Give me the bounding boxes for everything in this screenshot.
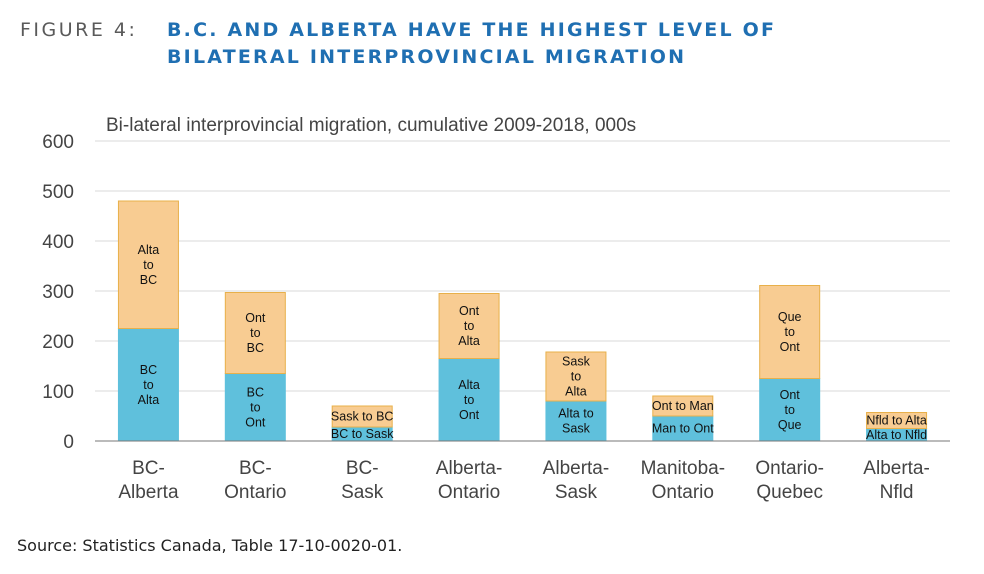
- data-label: Alta to Sask: [558, 407, 593, 436]
- gridlines: [95, 140, 950, 392]
- y-tick-label: 100: [42, 382, 74, 403]
- y-tick-label: 0: [63, 432, 74, 453]
- bar-segment-lower: [545, 400, 607, 442]
- bar-segment-lower: [652, 415, 714, 442]
- data-label: Man to Ont: [652, 422, 714, 436]
- y-tick-label: 300: [42, 282, 74, 303]
- x-axis-category-labels: BC-Alberta BC-Ontario BC-Sask Alberta-Ontar…: [118, 458, 929, 503]
- y-tick-label: 200: [42, 332, 74, 353]
- data-label: Ont to BC: [245, 311, 266, 355]
- bar-segment-upper: [438, 293, 500, 359]
- stacked-bar-chart: Bi-lateral interprovincial migration, cu…: [42, 115, 950, 503]
- bars: BC to Alta Alta to BC BC to Ont Ont to BC BC to Sask…: [117, 200, 928, 442]
- bar-segment-upper: [866, 412, 928, 429]
- bar-segment-upper: [224, 292, 286, 374]
- bar-segment-lower: [438, 358, 500, 442]
- y-axis-tick-labels: 0 100 200 300 400 500 600: [42, 132, 74, 453]
- y-tick-label: 400: [42, 232, 74, 253]
- bar-segment-lower: [224, 373, 286, 442]
- figure-title-line-2: BILATERAL INTERPROVINCIAL MIGRATION: [167, 46, 687, 68]
- x-category-label: BC-Ontario: [224, 458, 286, 503]
- x-category-label: Alberta-Ontario: [436, 458, 503, 503]
- bar-segment-lower: [117, 328, 179, 442]
- bar-segment-upper: [331, 405, 393, 428]
- chart-title: Bi-lateral interprovincial migration, cu…: [106, 115, 636, 136]
- data-label: Sask to BC: [331, 410, 394, 424]
- data-label: Sask to Alta: [562, 355, 591, 399]
- figure-label: FIGURE 4:: [20, 19, 138, 41]
- data-label: Nfld to Alta: [866, 414, 926, 428]
- source-note: Source: Statistics Canada, Table 17-10-0…: [17, 536, 403, 555]
- data-label: Alta to Nfld: [866, 428, 927, 442]
- data-label: Alta to BC: [138, 243, 160, 287]
- x-category-label: BC-Alberta: [118, 458, 179, 503]
- data-label: BC to Alta: [138, 363, 160, 407]
- data-label: Ont to Que: [778, 388, 802, 432]
- bar-segment-upper: [652, 395, 714, 417]
- data-label: BC to Ont: [245, 385, 266, 429]
- x-category-label: Ontario-Quebec: [755, 458, 824, 503]
- x-category-label: Manitoba-Ontario: [641, 458, 726, 503]
- data-label: Ont to Alta: [458, 304, 480, 348]
- bar-segment-upper: [545, 351, 607, 402]
- x-category-label: Alberta-Nfld: [863, 458, 930, 503]
- figure-title: B.C. AND ALBERTA HAVE THE HIGHEST LEVEL …: [167, 17, 776, 71]
- bar-segment-lower: [759, 378, 821, 442]
- y-tick-label: 500: [42, 182, 74, 203]
- y-tick-label: 600: [42, 132, 74, 153]
- x-category-label: BC-Sask: [341, 458, 384, 503]
- data-label: BC to Sask: [331, 427, 394, 441]
- bar-segment-upper: [759, 285, 821, 379]
- data-label: Ont to Man: [652, 399, 714, 413]
- x-category-label: Alberta-Sask: [543, 458, 610, 503]
- figure-title-line-1: B.C. AND ALBERTA HAVE THE HIGHEST LEVEL …: [167, 19, 777, 41]
- data-label: Que to Ont: [778, 310, 802, 354]
- data-label: Alta to Ont: [458, 378, 480, 422]
- bar-segment-upper: [117, 200, 179, 329]
